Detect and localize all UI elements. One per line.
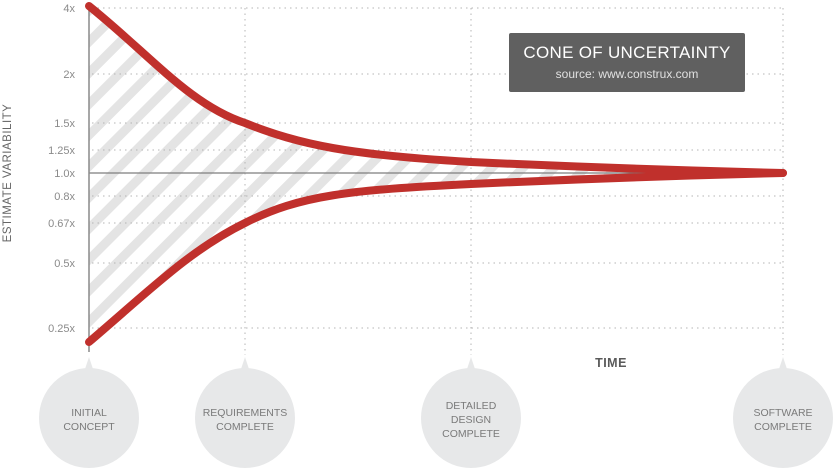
y-axis-label: ESTIMATE VARIABILITY [2,104,14,243]
svg-text:COMPLETE: COMPLETE [216,421,274,433]
svg-text:INITIAL: INITIAL [71,407,107,419]
milestone-detailed-design-complete: DETAILED DESIGN COMPLETE [421,357,521,468]
upper-bound-curve [85,2,787,177]
chart-title: CONE OF UNCERTAINTY [523,43,731,62]
chart-source: source: www.construx.com [555,67,699,81]
lower-bound-curve [85,169,787,346]
horizontal-gridlines [92,7,785,329]
svg-text:DESIGN: DESIGN [451,414,491,426]
svg-text:DETAILED: DETAILED [446,400,497,412]
svg-text:0.67x: 0.67x [48,218,75,230]
svg-text:1.5x: 1.5x [54,118,75,130]
svg-text:SOFTWARE: SOFTWARE [753,407,812,419]
svg-text:1.25x: 1.25x [48,145,75,157]
y-tick-labels: 4x 2x 1.5x 1.25x 1.0x 0.8x 0.67x 0.5x 0.… [48,3,75,335]
chart-title-box: CONE OF UNCERTAINTY source: www.construx… [509,33,745,92]
svg-text:0.5x: 0.5x [54,258,75,270]
svg-text:COMPLETE: COMPLETE [754,421,812,433]
milestone-software-complete: SOFTWARE COMPLETE [733,357,833,468]
svg-text:4x: 4x [63,3,75,15]
svg-text:0.8x: 0.8x [54,191,75,203]
milestone-initial-concept: INITIAL CONCEPT [39,357,139,468]
svg-text:1.0x: 1.0x [54,168,75,180]
svg-text:0.25x: 0.25x [48,323,75,335]
x-axis-label: TIME [595,356,627,370]
milestone-requirements-complete: REQUIREMENTS COMPLETE [195,357,295,468]
svg-text:COMPLETE: COMPLETE [442,428,500,440]
svg-text:2x: 2x [63,69,75,81]
svg-text:REQUIREMENTS: REQUIREMENTS [203,407,288,419]
svg-text:CONCEPT: CONCEPT [63,421,115,433]
